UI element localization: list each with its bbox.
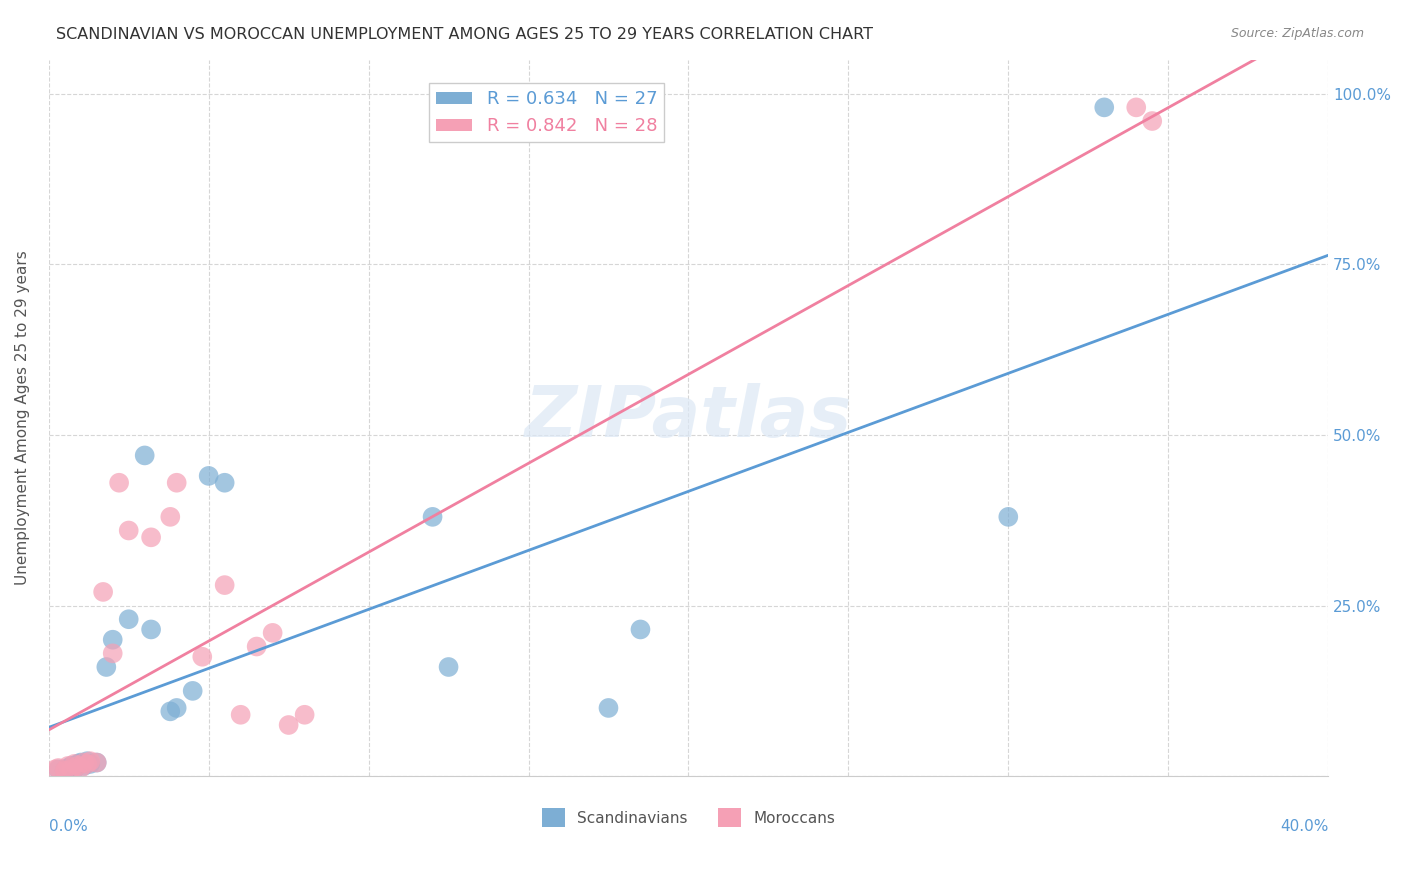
Point — [91, 585, 114, 599]
Point — [56, 761, 79, 775]
Point — [101, 646, 124, 660]
Point — [437, 660, 460, 674]
Point — [1125, 100, 1147, 114]
Point — [69, 761, 91, 775]
Point — [277, 718, 299, 732]
Point — [294, 707, 316, 722]
Point — [56, 759, 79, 773]
Text: Source: ZipAtlas.com: Source: ZipAtlas.com — [1230, 27, 1364, 40]
Point — [86, 756, 108, 770]
Point — [181, 684, 204, 698]
Point — [53, 764, 76, 778]
Y-axis label: Unemployment Among Ages 25 to 29 years: Unemployment Among Ages 25 to 29 years — [15, 251, 30, 585]
Point — [139, 530, 162, 544]
Text: SCANDINAVIAN VS MOROCCAN UNEMPLOYMENT AMONG AGES 25 TO 29 YEARS CORRELATION CHAR: SCANDINAVIAN VS MOROCCAN UNEMPLOYMENT AM… — [56, 27, 873, 42]
Point — [118, 612, 141, 626]
Point — [598, 701, 620, 715]
Legend: Scandinavians, Moroccans: Scandinavians, Moroccans — [536, 802, 841, 833]
Point — [118, 524, 141, 538]
Point — [166, 475, 188, 490]
Point — [159, 509, 181, 524]
Point — [63, 756, 86, 771]
Text: ZIPatlas: ZIPatlas — [524, 384, 852, 452]
Point — [76, 754, 98, 768]
Point — [60, 759, 83, 773]
Point — [214, 475, 236, 490]
Point — [422, 509, 444, 524]
Point — [66, 759, 89, 773]
Point — [1092, 100, 1115, 114]
Point — [159, 704, 181, 718]
Point — [69, 756, 91, 770]
Point — [44, 763, 66, 777]
Point — [86, 756, 108, 770]
Point — [630, 623, 652, 637]
Point — [79, 754, 101, 768]
Point — [73, 759, 96, 773]
Text: 0.0%: 0.0% — [49, 819, 87, 834]
Point — [229, 707, 252, 722]
Text: 40.0%: 40.0% — [1279, 819, 1329, 834]
Point — [76, 756, 98, 771]
Point — [191, 649, 214, 664]
Point — [262, 625, 284, 640]
Point — [197, 469, 219, 483]
Point — [101, 632, 124, 647]
Point — [63, 763, 86, 777]
Point — [139, 623, 162, 637]
Point — [66, 756, 89, 771]
Point — [53, 764, 76, 778]
Point — [79, 756, 101, 771]
Point — [1142, 114, 1164, 128]
Point — [96, 660, 118, 674]
Point — [997, 509, 1019, 524]
Point — [246, 640, 269, 654]
Point — [214, 578, 236, 592]
Point — [60, 763, 83, 777]
Point — [166, 701, 188, 715]
Point — [134, 449, 156, 463]
Point — [46, 763, 69, 777]
Point — [73, 756, 96, 770]
Point — [46, 761, 69, 775]
Point — [108, 475, 131, 490]
